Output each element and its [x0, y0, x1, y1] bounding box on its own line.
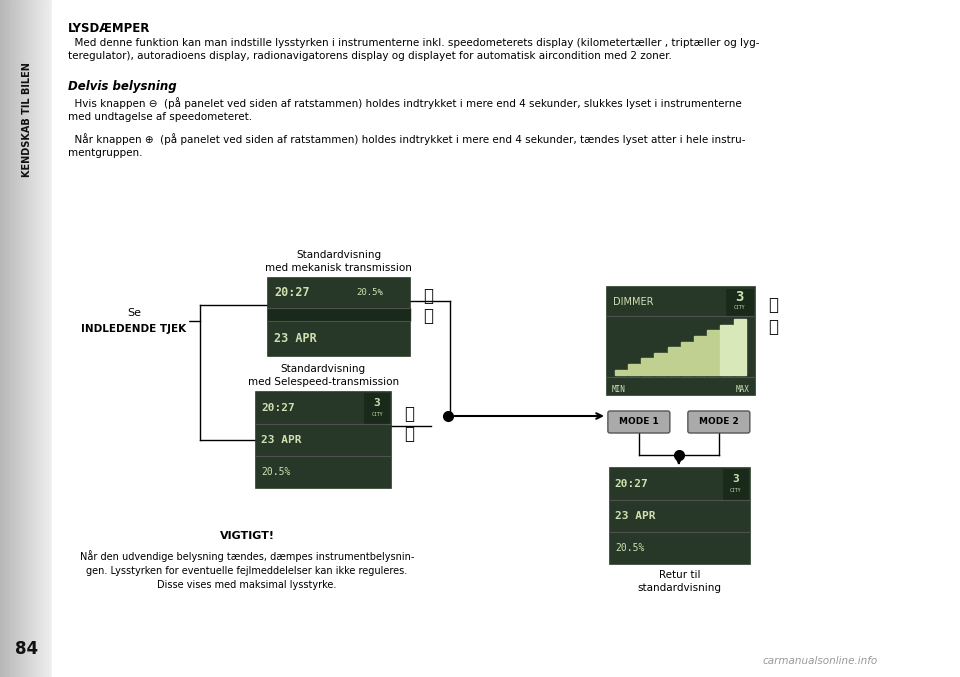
Text: MAX: MAX: [736, 385, 750, 393]
Text: 23 APR: 23 APR: [614, 511, 656, 521]
Bar: [610, 468, 750, 564]
Text: Med denne funktion kan man indstille lysstyrken i instrumenterne inkl. speedomet: Med denne funktion kan man indstille lys…: [68, 38, 759, 61]
Text: 20.5%: 20.5%: [261, 467, 290, 477]
Bar: [614, 370, 627, 375]
Text: Når den udvendige belysning tændes, dæmpes instrumentbelysnin-
gen. Lysstyrken f: Når den udvendige belysning tændes, dæmp…: [80, 550, 414, 590]
Text: 20.5%: 20.5%: [356, 288, 383, 297]
Bar: [364, 393, 389, 423]
Text: ➕: ➕: [768, 296, 778, 314]
Text: 84: 84: [15, 640, 38, 658]
Bar: [49, 0, 50, 677]
Bar: [641, 359, 654, 375]
Bar: [694, 336, 707, 375]
Bar: [720, 325, 732, 375]
Text: Når knappen ⊕  (på panelet ved siden af ratstammen) holdes indtrykket i mere end: Når knappen ⊕ (på panelet ved siden af r…: [68, 133, 746, 158]
Bar: [655, 353, 666, 375]
Text: CITY: CITY: [734, 305, 746, 311]
Text: VIGTIGT!: VIGTIGT!: [220, 531, 275, 541]
Text: LYSDÆMPER: LYSDÆMPER: [68, 22, 151, 35]
Text: Retur til
standardvisning: Retur til standardvisning: [637, 570, 722, 593]
Text: ➕: ➕: [423, 287, 433, 305]
Bar: [26, 0, 28, 677]
Bar: [723, 469, 748, 499]
Bar: [21, 0, 22, 677]
Text: 3: 3: [373, 398, 380, 408]
Text: CITY: CITY: [731, 488, 741, 493]
Bar: [47, 0, 49, 677]
Bar: [28, 0, 30, 677]
Bar: [628, 364, 640, 375]
Bar: [5, 0, 7, 677]
Bar: [41, 0, 43, 677]
Text: Standardvisning
med Selespeed-transmission: Standardvisning med Selespeed-transmissi…: [248, 364, 399, 387]
Bar: [31, 0, 33, 677]
Bar: [667, 347, 680, 375]
Bar: [13, 0, 15, 677]
Text: carmanualsonline.info: carmanualsonline.info: [762, 656, 877, 666]
Text: ➖: ➖: [404, 425, 414, 443]
Bar: [12, 0, 13, 677]
Bar: [40, 0, 41, 677]
Bar: [733, 319, 746, 375]
Text: INDLEDENDE TJEK: INDLEDENDE TJEK: [82, 324, 186, 334]
Bar: [50, 0, 52, 677]
Text: 20:27: 20:27: [261, 403, 295, 413]
Text: MODE 2: MODE 2: [699, 418, 739, 427]
Bar: [38, 0, 40, 677]
FancyBboxPatch shape: [608, 411, 670, 433]
Bar: [2, 0, 4, 677]
Bar: [726, 289, 753, 315]
Bar: [9, 0, 11, 677]
Text: 3: 3: [735, 290, 744, 304]
Text: ➖: ➖: [423, 307, 433, 325]
Bar: [4, 0, 5, 677]
Text: 23 APR: 23 APR: [261, 435, 301, 445]
Text: CITY: CITY: [372, 412, 383, 417]
Text: 23 APR: 23 APR: [274, 332, 317, 345]
Bar: [36, 0, 38, 677]
Bar: [24, 0, 26, 677]
Text: 3: 3: [732, 474, 739, 484]
Text: DIMMER: DIMMER: [612, 297, 654, 307]
Text: 20:27: 20:27: [614, 479, 649, 489]
Bar: [15, 0, 17, 677]
Bar: [68, 520, 426, 628]
Text: Se: Se: [127, 308, 141, 318]
Bar: [708, 330, 719, 375]
Bar: [256, 392, 391, 488]
Bar: [0, 0, 2, 677]
Text: Hvis knappen ⊖  (på panelet ved siden af ratstammen) holdes indtrykket i mere en: Hvis knappen ⊖ (på panelet ved siden af …: [68, 97, 742, 122]
Bar: [22, 0, 24, 677]
Bar: [30, 0, 31, 677]
Text: 20.5%: 20.5%: [614, 543, 644, 553]
Bar: [43, 0, 45, 677]
Bar: [7, 0, 9, 677]
Bar: [268, 307, 410, 321]
Bar: [607, 287, 755, 395]
Bar: [268, 278, 410, 356]
Bar: [80, 295, 188, 347]
Text: KENDSKAB TIL BILEN: KENDSKAB TIL BILEN: [22, 62, 32, 177]
Text: ➕: ➕: [404, 405, 414, 423]
Text: MIN: MIN: [612, 385, 626, 393]
Bar: [681, 342, 693, 375]
Text: ➖: ➖: [768, 318, 778, 336]
Bar: [11, 0, 12, 677]
Bar: [17, 0, 19, 677]
Bar: [19, 0, 21, 677]
Bar: [33, 0, 35, 677]
Bar: [35, 0, 36, 677]
FancyBboxPatch shape: [688, 411, 750, 433]
Text: Delvis belysning: Delvis belysning: [68, 80, 177, 93]
Text: Standardvisning
med mekanisk transmission: Standardvisning med mekanisk transmissio…: [266, 250, 413, 274]
Text: 20:27: 20:27: [274, 286, 309, 299]
Bar: [45, 0, 47, 677]
Text: MODE 1: MODE 1: [619, 418, 659, 427]
